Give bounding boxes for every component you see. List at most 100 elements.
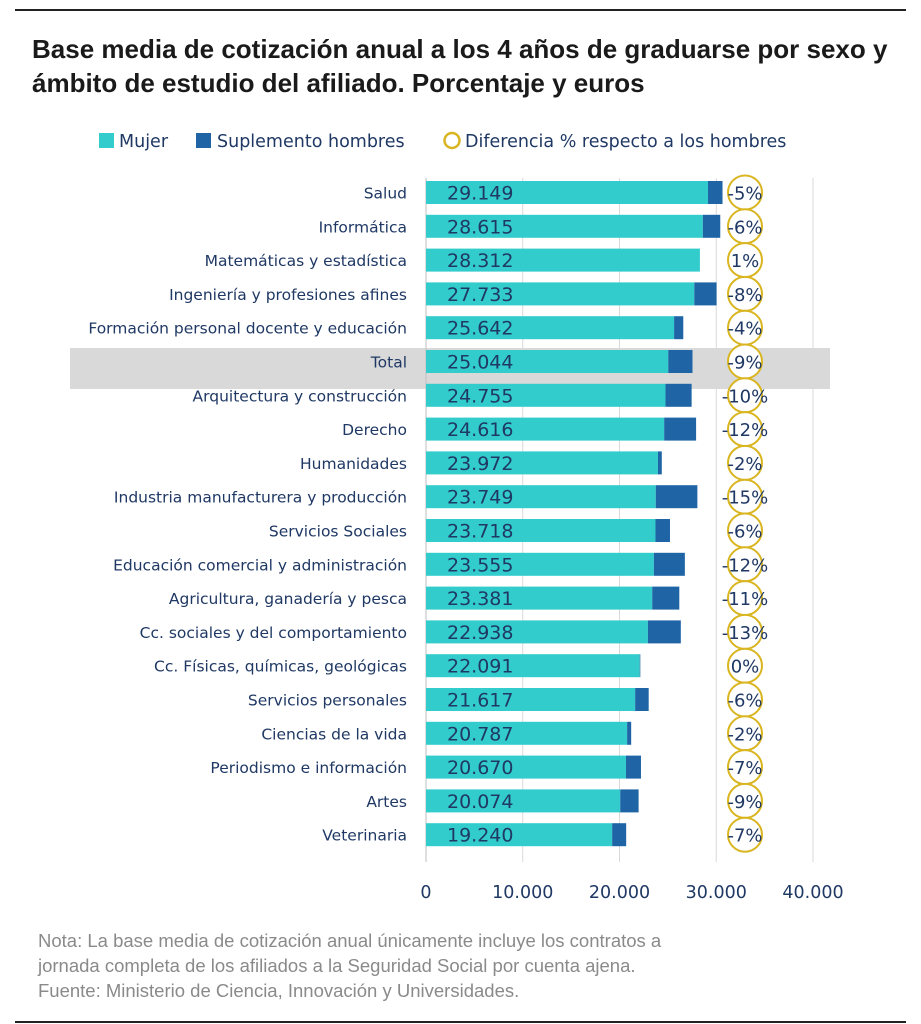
bar-suplemento-hombres xyxy=(702,214,721,238)
bar-mujer xyxy=(426,586,653,610)
value-label: 24.616 xyxy=(447,419,513,441)
value-label: 23.972 xyxy=(447,453,513,475)
category-labels: Salud Informática Matemáticas y estadístic… xyxy=(88,185,407,845)
category-label: Servicios personales xyxy=(248,692,407,710)
category-label: Humanidades xyxy=(300,455,407,473)
difference-label: -6% xyxy=(727,691,762,712)
difference-circles: -5% -6% 1% -8% -4% -9% -10% -12% -2% -15% -6% -12% -… xyxy=(722,174,769,853)
category-label: Salud xyxy=(364,185,407,203)
bar-mujer xyxy=(426,248,700,272)
note-line-1: Nota: La base media de cotización anual … xyxy=(38,930,662,951)
bar-suplemento-hombres xyxy=(635,688,649,711)
category-label: Agricultura, ganadería y pesca xyxy=(169,590,407,608)
value-label: 20.787 xyxy=(447,723,513,745)
difference-label: -12% xyxy=(722,420,769,441)
x-tick-label: 10.000 xyxy=(492,883,553,903)
difference-label: -6% xyxy=(727,217,762,238)
bar-mujer xyxy=(426,552,654,576)
category-label: Artes xyxy=(366,793,407,811)
legend: Mujer Suplemento hombres Diferencia % re… xyxy=(99,131,786,152)
legend-swatch-mujer xyxy=(99,133,114,148)
bar-mujer xyxy=(426,688,636,711)
value-label: 20.074 xyxy=(447,791,513,813)
category-label: Servicios Sociales xyxy=(269,523,407,541)
x-tick-label: 40.000 xyxy=(782,883,843,903)
bar-mujer xyxy=(426,181,709,204)
difference-label: 0% xyxy=(731,657,760,678)
bars xyxy=(426,181,723,847)
bar-mujer xyxy=(426,823,613,847)
value-label: 25.642 xyxy=(447,318,513,340)
category-label: Matemáticas y estadística xyxy=(205,252,407,270)
category-label: Periodismo e información xyxy=(210,759,407,777)
value-label: 21.617 xyxy=(447,690,513,712)
difference-label: -11% xyxy=(722,589,769,610)
value-label: 22.938 xyxy=(447,622,513,644)
x-tick-label: 30.000 xyxy=(686,883,747,903)
category-label: Formación personal docente y educación xyxy=(88,320,407,338)
note-line-2: jornada completa de los afiliados a la S… xyxy=(38,955,636,976)
value-label: 24.755 xyxy=(447,385,513,407)
bar-suplemento-hombres xyxy=(639,654,641,678)
x-tick-label: 0 xyxy=(420,883,431,903)
category-label: Informática xyxy=(319,218,407,236)
value-label: 25.044 xyxy=(447,352,513,374)
value-label: 28.312 xyxy=(447,250,513,272)
bar-suplemento-hombres xyxy=(620,789,639,813)
legend-label-suplemento: Suplemento hombres xyxy=(217,132,405,152)
value-labels: 29.149 28.615 28.312 27.733 25.642 25.044 24.7… xyxy=(447,183,513,847)
difference-label: 1% xyxy=(731,251,760,272)
difference-circle xyxy=(727,816,763,853)
source-line: Fuente: Ministerio de Ciencia, Innovació… xyxy=(38,980,520,1001)
bar-mujer xyxy=(426,383,666,407)
bar-mujer xyxy=(426,654,640,678)
bar-suplemento-hombres xyxy=(664,417,697,441)
value-label: 22.091 xyxy=(447,656,513,678)
category-label: Total xyxy=(370,354,407,372)
bar-mujer xyxy=(426,214,703,238)
bar-mujer xyxy=(426,789,621,813)
bar-suplemento-hombres xyxy=(668,350,693,373)
bar-suplemento-hombres xyxy=(653,552,685,576)
legend-label-mujer: Mujer xyxy=(119,132,169,152)
bar-mujer xyxy=(426,451,658,475)
bar-mujer xyxy=(426,417,665,441)
bar-mujer xyxy=(426,620,648,644)
value-label: 20.670 xyxy=(447,757,513,779)
value-label: 27.733 xyxy=(447,284,513,306)
bar-mujer xyxy=(426,282,695,306)
difference-label: -13% xyxy=(722,623,769,644)
bar-suplemento-hombres xyxy=(665,383,692,407)
category-label: Derecho xyxy=(342,421,407,439)
difference-label: -9% xyxy=(727,353,762,374)
category-label: Educación comercial y administración xyxy=(113,556,407,574)
bar-mujer xyxy=(426,519,656,542)
category-label: Ingeniería y profesiones afines xyxy=(169,286,407,304)
chart-title: Base media de cotización anual a los 4 a… xyxy=(32,34,888,98)
value-label: 29.149 xyxy=(447,183,513,205)
bar-suplemento-hombres xyxy=(657,451,662,475)
difference-label: -9% xyxy=(727,792,762,813)
value-label: 23.718 xyxy=(447,521,513,543)
bar-suplemento-hombres xyxy=(674,316,684,340)
bar-suplemento-hombres xyxy=(625,755,641,779)
bar-mujer xyxy=(426,485,656,509)
value-label: 23.749 xyxy=(447,487,513,509)
top-rule xyxy=(15,9,906,11)
difference-label: -2% xyxy=(727,454,762,475)
legend-label-diferencia: Diferencia % respecto a los hombres xyxy=(465,132,786,152)
x-tick-label: 20.000 xyxy=(589,883,650,903)
category-label: Ciencias de la vida xyxy=(261,725,407,743)
difference-label: -15% xyxy=(722,488,769,509)
category-label: Industria manufacturera y producción xyxy=(114,489,407,507)
bar-suplemento-hombres xyxy=(627,721,632,745)
bar-mujer xyxy=(426,721,628,745)
category-label: Arquitectura y construcción xyxy=(193,387,407,405)
difference-label: -4% xyxy=(727,319,762,340)
bar-suplemento-hombres xyxy=(612,823,627,847)
bar-mujer xyxy=(426,316,675,340)
difference-label: -6% xyxy=(727,522,762,543)
bar-suplemento-hombres xyxy=(655,485,698,509)
category-label: Cc. sociales y del comportamiento xyxy=(140,624,407,642)
